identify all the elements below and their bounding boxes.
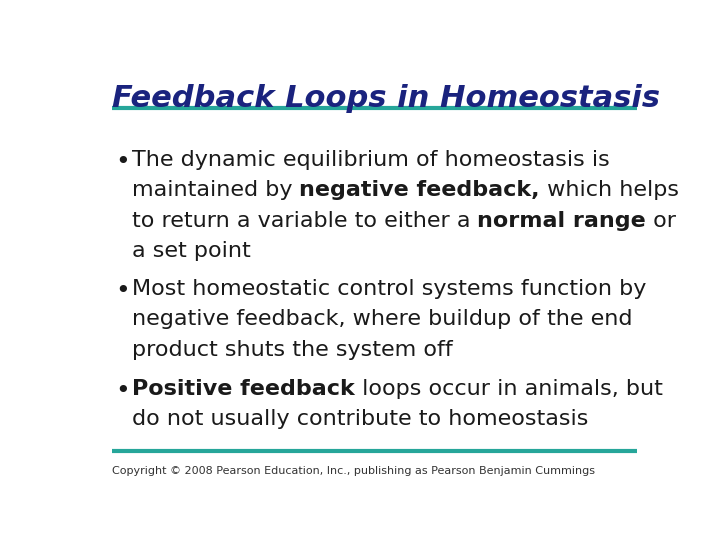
Text: negative feedback,: negative feedback, — [300, 180, 540, 200]
Text: Positive feedback: Positive feedback — [132, 379, 355, 399]
Text: •: • — [115, 279, 130, 303]
Text: •: • — [115, 150, 130, 174]
Text: to return a variable to either a: to return a variable to either a — [132, 211, 477, 231]
Text: Most homeostatic control systems function by: Most homeostatic control systems functio… — [132, 279, 647, 299]
Text: Copyright © 2008 Pearson Education, Inc., publishing as Pearson Benjamin Cumming: Copyright © 2008 Pearson Education, Inc.… — [112, 465, 595, 476]
Text: Feedback Loops in Homeostasis: Feedback Loops in Homeostasis — [112, 84, 660, 112]
Text: do not usually contribute to homeostasis: do not usually contribute to homeostasis — [132, 409, 588, 429]
Text: which helps: which helps — [540, 180, 679, 200]
Text: •: • — [115, 379, 130, 403]
Text: a set point: a set point — [132, 241, 251, 261]
Text: maintained by: maintained by — [132, 180, 300, 200]
Text: product shuts the system off: product shuts the system off — [132, 340, 453, 360]
Text: normal range: normal range — [477, 211, 647, 231]
Text: or: or — [647, 211, 676, 231]
Text: negative feedback, where buildup of the end: negative feedback, where buildup of the … — [132, 309, 632, 329]
Text: The dynamic equilibrium of homeostasis is: The dynamic equilibrium of homeostasis i… — [132, 150, 610, 170]
Text: loops occur in animals, but: loops occur in animals, but — [355, 379, 662, 399]
